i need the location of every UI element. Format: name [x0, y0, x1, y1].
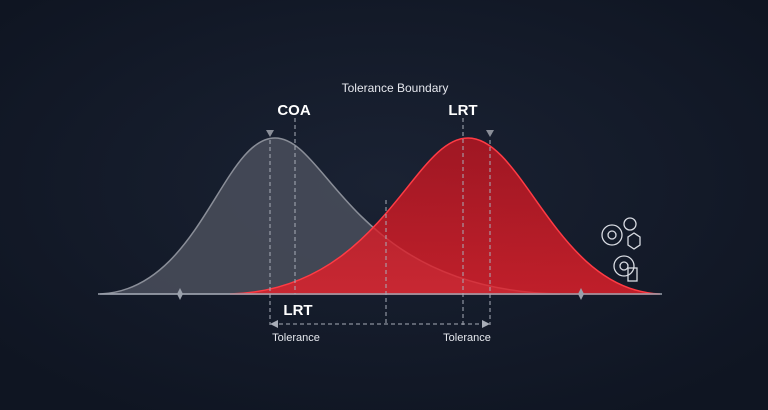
arrow-head: [270, 320, 278, 328]
peak-label: LRT: [448, 102, 477, 119]
marker: [578, 288, 584, 300]
title: Tolerance Boundary: [342, 81, 449, 95]
tolerance-label: Tolerance: [443, 332, 491, 344]
lrt-curve: [229, 137, 661, 295]
guide-lines: [269, 118, 491, 325]
marker: [177, 288, 183, 300]
tolerance-label: Tolerance: [272, 332, 320, 344]
icons: [601, 217, 641, 282]
peak-label: COA: [277, 102, 311, 119]
marker: [486, 130, 494, 137]
marker: [266, 130, 274, 137]
range-label: LRT: [283, 302, 312, 319]
arrow-head: [482, 320, 490, 328]
